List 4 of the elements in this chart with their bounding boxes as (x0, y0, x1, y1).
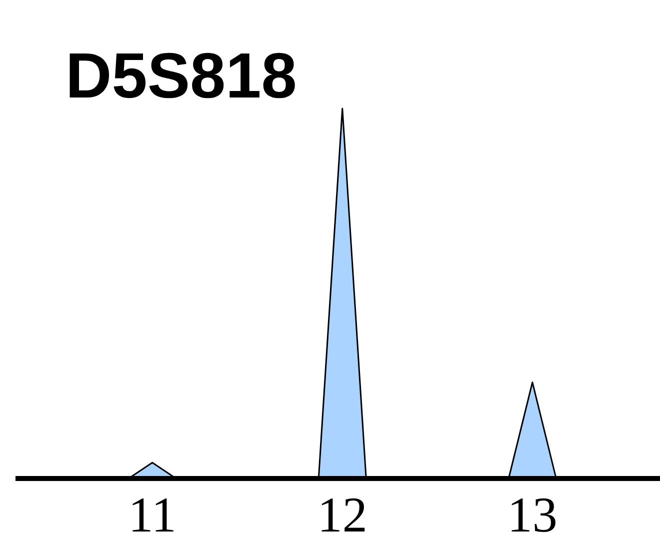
x-tick-label: 12 (317, 486, 368, 542)
x-tick-label: 13 (507, 486, 558, 542)
chart-title: D5S818 (66, 40, 297, 112)
x-tick-label: 11 (128, 486, 176, 542)
